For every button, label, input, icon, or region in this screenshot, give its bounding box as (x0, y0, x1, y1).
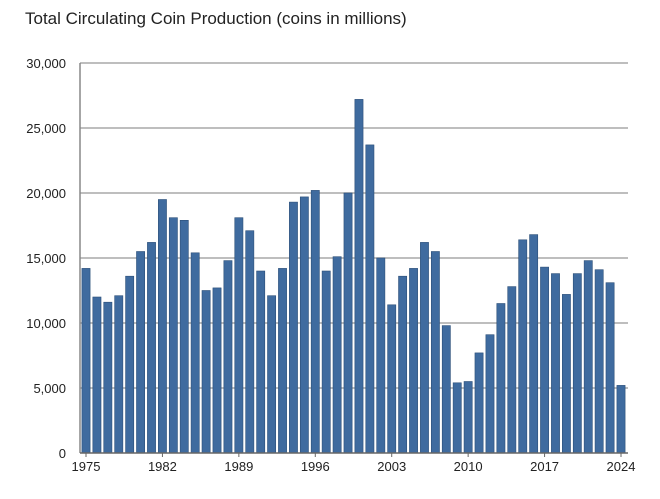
bar-2006 (420, 242, 429, 454)
bar-1993 (278, 268, 287, 454)
y-tick-label: 25,000 (26, 121, 66, 136)
y-tick-label: 20,000 (26, 186, 66, 201)
bar-1978 (114, 295, 124, 454)
x-tick-label: 2017 (530, 459, 559, 474)
bar-1975 (81, 268, 91, 454)
x-tick-label: 2024 (607, 459, 636, 474)
bar-1998 (332, 256, 342, 454)
bar-2022 (594, 269, 604, 454)
bar-2019 (562, 294, 571, 454)
y-tick-label: 0 (59, 446, 66, 461)
bar-2010 (463, 381, 473, 454)
bar-1997 (321, 270, 331, 454)
x-tick-label: 1996 (301, 459, 330, 474)
bar-2011 (474, 352, 484, 454)
bar-2005 (409, 268, 418, 454)
bar-1982 (158, 199, 167, 454)
bar-1987 (212, 287, 222, 454)
bar-1976 (92, 296, 102, 454)
bar-1999 (343, 192, 353, 454)
bar-2020 (572, 273, 582, 454)
bar-2000 (354, 99, 364, 454)
bar-2012 (485, 334, 495, 454)
bar-1980 (136, 251, 145, 454)
bar-2024 (616, 385, 626, 454)
chart-title: Total Circulating Coin Production (coins… (25, 9, 407, 28)
bar-1979 (125, 275, 135, 454)
bar-1977 (103, 301, 113, 454)
y-tick-label: 5,000 (33, 381, 66, 396)
bar-1983 (168, 217, 178, 454)
bar-2002 (376, 257, 386, 454)
y-tick-label: 15,000 (26, 251, 66, 266)
bar-2018 (551, 273, 560, 454)
x-tick-label: 2010 (454, 459, 483, 474)
bar-1990 (245, 230, 255, 454)
bar-1992 (267, 295, 277, 454)
bar-1994 (289, 201, 298, 454)
bar-2016 (529, 234, 539, 454)
bar-2003 (387, 304, 397, 454)
bar-2015 (518, 239, 528, 454)
y-tick-label: 30,000 (26, 56, 66, 71)
bar-2004 (398, 275, 408, 454)
bar-2013 (496, 303, 506, 454)
bar-1984 (179, 220, 189, 454)
bar-1996 (310, 190, 320, 454)
bar-1986 (201, 290, 211, 454)
bar-2007 (430, 251, 440, 454)
x-tick-label: 1975 (72, 459, 101, 474)
bar-1981 (147, 242, 156, 454)
bar-1989 (234, 217, 244, 454)
bar-2001 (365, 144, 375, 454)
bar-2014 (507, 286, 517, 454)
y-tick-label: 10,000 (26, 316, 66, 331)
x-tick-label: 1982 (148, 459, 177, 474)
x-tick-label: 2003 (377, 459, 406, 474)
bar-2023 (605, 282, 615, 454)
bar-2021 (583, 260, 593, 454)
bar-2017 (540, 266, 549, 454)
x-tick-label: 1989 (224, 459, 253, 474)
bar-1985 (190, 252, 200, 454)
bar-1995 (299, 196, 309, 454)
bar-2008 (441, 325, 451, 454)
bar-2009 (452, 382, 462, 454)
bar-1988 (223, 260, 233, 454)
bar-1991 (256, 270, 266, 454)
